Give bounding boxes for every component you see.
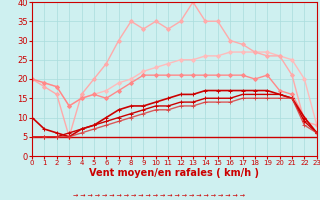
Text: → → → → → → → → → → → → → → → → → → → → → → → →: → → → → → → → → → → → → → → → → → → → → … [73, 193, 247, 198]
X-axis label: Vent moyen/en rafales ( km/h ): Vent moyen/en rafales ( km/h ) [89, 168, 260, 178]
